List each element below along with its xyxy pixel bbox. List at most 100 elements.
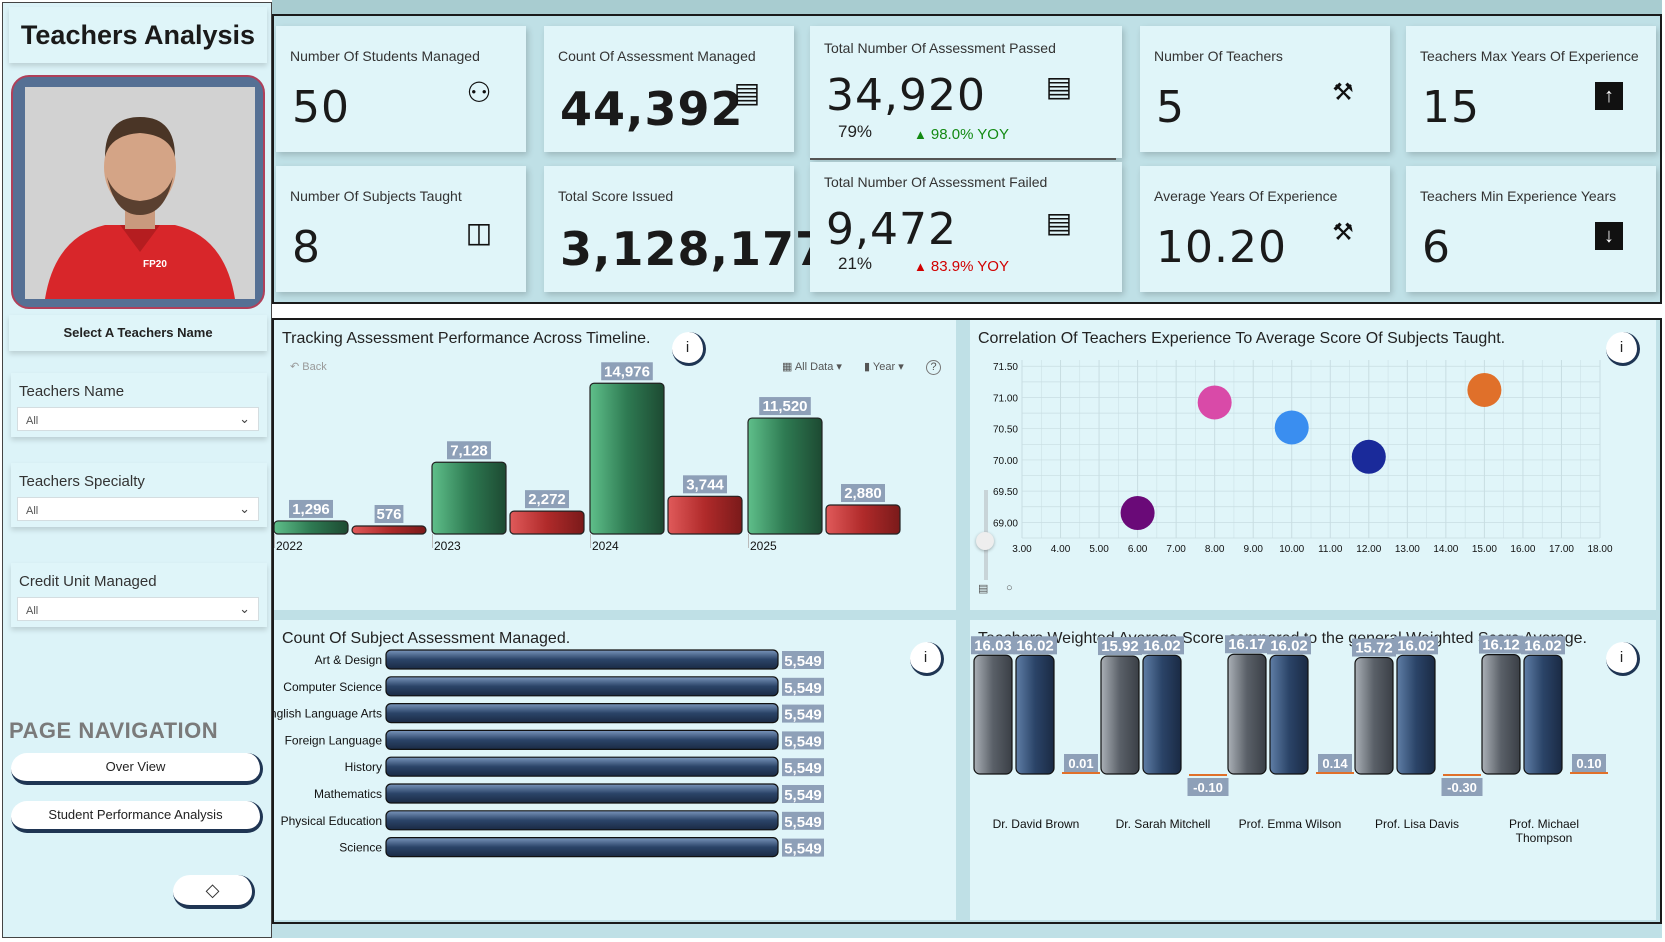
bar-value-label-bg — [1013, 636, 1057, 655]
help-icon[interactable]: ? — [926, 360, 941, 375]
overview-nav-button[interactable]: Over View — [11, 753, 263, 785]
dropdown-value: All — [26, 415, 39, 427]
kpi-value: 5 — [1156, 82, 1185, 133]
difference-bar — [1570, 772, 1608, 774]
lasso-icon[interactable]: ○ — [1006, 582, 1013, 594]
bar-value-label: 5,549 — [784, 841, 822, 858]
x-category-label: Thompson — [1516, 831, 1573, 845]
scatter-point — [1197, 385, 1232, 420]
bar-value-label: 15.92 — [1101, 638, 1139, 655]
chevron-down-icon: ⌄ — [239, 601, 250, 616]
back-arrow-icon: ↶ — [290, 361, 303, 373]
year-label: Year — [872, 361, 896, 373]
failed-bar — [825, 504, 901, 535]
bar-value-label-bg — [525, 490, 569, 509]
subject-chart-svg: Art & Design 5,549 Computer Science 5,549 En… — [274, 649, 824, 858]
kpi-max-experience: Teachers Max Years Of Experience 15 ↑ — [1406, 26, 1656, 152]
kpi-assessment-failed: Total Number Of Assessment Failed 9,472 … — [810, 162, 1122, 292]
x-tick-label: 13.00 — [1395, 544, 1420, 555]
kpi-assessment-passed: Total Number Of Assessment Passed 34,920… — [810, 26, 1122, 158]
bar-value-label-bg — [289, 499, 333, 518]
bar-value-label-bg — [1140, 636, 1184, 655]
bar-value-label-bg — [1394, 636, 1438, 655]
kpi-teachers: Number Of Teachers 5 ⚒ — [1140, 26, 1390, 152]
x-tick-label: 2023 — [434, 539, 461, 553]
failed-bar — [667, 495, 743, 535]
document-icon: ▤ — [733, 77, 761, 108]
general-average-bar — [1015, 654, 1055, 775]
difference-value-label: 0.01 — [1068, 756, 1093, 771]
all-data-dropdown[interactable]: ▦ All Data ▾ — [782, 361, 842, 373]
failed-bar — [509, 510, 585, 535]
bar-value-label-bg — [782, 651, 824, 669]
kpi-label: Average Years Of Experience — [1154, 188, 1338, 204]
subject-bar — [385, 756, 779, 777]
bar-value-label: 16.17 — [1228, 636, 1266, 653]
x-tick-label: 3.00 — [1012, 544, 1032, 555]
kpi-label: Number Of Teachers — [1154, 48, 1283, 64]
y-category-label: Computer Science — [283, 680, 382, 694]
difference-bar — [1443, 774, 1481, 776]
difference-value-label: -0.30 — [1447, 780, 1477, 795]
subject-bar — [385, 810, 779, 831]
x-tick-label: 11.00 — [1318, 544, 1343, 555]
camera-icon[interactable]: ▤ — [978, 583, 989, 595]
books-icon: ◫ — [465, 217, 493, 248]
sidebar: Teachers Analysis FP20 Select A Teachers… — [2, 2, 272, 938]
yoy-text: 83.9% YOY — [930, 258, 1009, 275]
bar-value-label: 2,880 — [844, 485, 882, 502]
info-button[interactable]: i — [672, 332, 706, 366]
difference-bar — [1316, 772, 1354, 774]
x-category-label: Prof. Lisa Davis — [1375, 817, 1459, 831]
back-button[interactable]: ↶ Back — [290, 360, 327, 373]
filter-teachers-specialty: Teachers Specialty All ⌄ — [11, 463, 267, 527]
kpi-percent: 79% — [838, 122, 873, 141]
zoom-slider-handle[interactable] — [976, 532, 994, 550]
teachers-specialty-dropdown[interactable]: All ⌄ — [17, 497, 259, 521]
bar-value-label-bg — [683, 475, 727, 494]
teacher-photo-frame: FP20 — [11, 75, 265, 309]
subject-bar — [385, 649, 779, 670]
x-tick-label: 2024 — [592, 539, 619, 553]
failed-bar — [351, 525, 427, 535]
teacher-score-bar — [1100, 655, 1140, 775]
page-navigation-heading: PAGE NAVIGATION — [9, 718, 219, 743]
bar-value-label-bg — [601, 362, 653, 381]
filter-teachers-name: Teachers Name All ⌄ — [11, 373, 267, 437]
passed-bar — [589, 382, 665, 535]
year-dropdown[interactable]: ▮ Year ▾ — [864, 361, 904, 373]
teacher-portrait-image: FP20 — [25, 87, 255, 299]
bar-value-label: 5,549 — [784, 653, 822, 670]
bar-value-label: 3,744 — [686, 476, 724, 493]
subject-bar — [385, 783, 779, 804]
kpi-percent: 21% — [838, 254, 873, 273]
page-title: Teachers Analysis — [9, 7, 267, 63]
chevron-down-icon: ⌄ — [239, 501, 250, 516]
clear-filters-button[interactable]: ◇ — [173, 875, 255, 909]
bar-value-label-bg — [782, 785, 824, 803]
x-category-label: Dr. Sarah Mitchell — [1116, 817, 1211, 831]
yoy-text: 98.0% YOY — [930, 126, 1009, 143]
filter-label: Teachers Specialty — [19, 473, 145, 490]
info-button[interactable]: i — [1606, 642, 1640, 676]
credit-unit-dropdown[interactable]: All ⌄ — [17, 597, 259, 621]
select-teacher-label: Select A Teachers Name — [9, 315, 267, 351]
scatter-point — [1120, 496, 1155, 531]
info-button[interactable]: i — [910, 642, 944, 676]
scatter-chart-svg: 3.00 4.00 5.00 6.00 7.00 8.00 9.00 10.00 11.00 12… — [993, 360, 1613, 555]
x-tick-label: 17.00 — [1549, 544, 1574, 555]
student-performance-nav-button[interactable]: Student Performance Analysis — [11, 801, 263, 833]
kpi-min-experience: Teachers Min Experience Years 6 ↓ — [1406, 166, 1656, 292]
x-tick-label: 9.00 — [1243, 544, 1263, 555]
teachers-name-dropdown[interactable]: All ⌄ — [17, 407, 259, 431]
shirt-logo-text: FP20 — [143, 259, 167, 270]
bar-value-label: 5,549 — [784, 707, 822, 724]
kpi-label: Teachers Min Experience Years — [1420, 188, 1617, 204]
teacher-score-bar — [1354, 656, 1394, 775]
kpi-value: 15 — [1422, 82, 1480, 133]
kpi-assessment-managed: Count Of Assessment Managed 44,392 ▤ — [544, 26, 794, 152]
info-button[interactable]: i — [1606, 332, 1640, 366]
triangle-up-icon: ▲ — [914, 127, 927, 142]
kpi-label: Total Score Issued — [558, 188, 674, 204]
bar-value-label-bg — [841, 484, 885, 503]
